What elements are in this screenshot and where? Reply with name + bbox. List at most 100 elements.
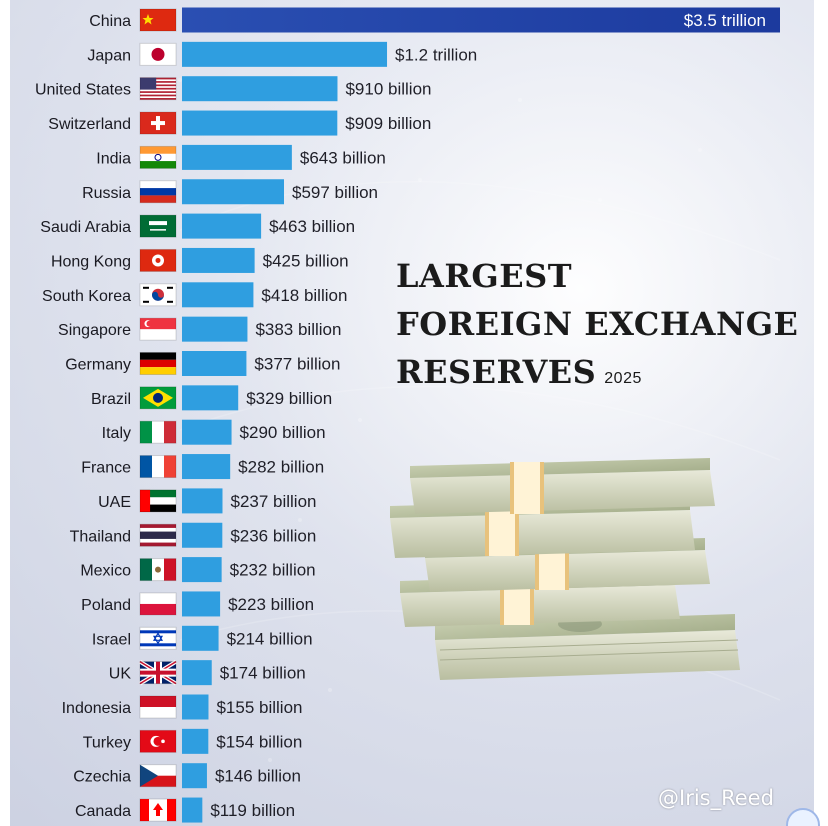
category-label-uk: UK — [109, 666, 132, 683]
germany-flag-icon — [139, 352, 177, 375]
value-label-turkey: $154 billion — [216, 732, 302, 751]
value-label-france: $282 billion — [238, 458, 324, 477]
title-line-1: LARGEST — [396, 257, 573, 295]
bar-switzerland — [182, 110, 338, 136]
china-flag-icon — [139, 8, 177, 32]
chart-row-canada: Canada $119 billion — [75, 797, 295, 823]
chart-row-singapore: Singapore $383 billion — [58, 316, 341, 342]
bar-russia — [182, 179, 285, 205]
right-frame — [814, 0, 828, 826]
chart-row-hong-kong: Hong Kong $425 billion — [51, 247, 349, 273]
value-label-singapore: $383 billion — [255, 320, 341, 339]
chart-row-india: India $643 billion — [96, 144, 386, 170]
canada-flag-icon — [139, 798, 177, 822]
chart-row-brazil: Brazil $329 billion — [91, 385, 332, 411]
value-label-uk: $174 billion — [220, 664, 306, 683]
chart-row-saudi-arabia: Saudi Arabia $463 billion — [40, 213, 355, 239]
switzerland-flag-icon — [139, 111, 177, 135]
bar-germany — [182, 351, 247, 376]
chart-row-mexico: Mexico $232 billion — [80, 557, 316, 583]
bar-china — [182, 7, 780, 33]
bar-hong-kong — [182, 247, 255, 273]
chart-row-thailand: Thailand $236 billion — [70, 522, 316, 548]
category-label-thailand: Thailand — [70, 528, 131, 545]
category-label-czechia: Czechia — [73, 769, 131, 786]
united-states-flag-icon — [139, 77, 177, 101]
chart-row-indonesia: Indonesia $155 billion — [62, 694, 302, 720]
bar-united-states — [182, 76, 338, 102]
value-label-saudi-arabia: $463 billion — [269, 217, 355, 236]
value-label-germany: $377 billion — [254, 355, 340, 374]
category-label-france: France — [81, 460, 131, 477]
japan-flag-icon — [139, 42, 177, 66]
category-label-singapore: Singapore — [58, 322, 131, 339]
category-label-israel: Israel — [92, 631, 131, 648]
uk-flag-icon — [138, 659, 178, 686]
chart-row-switzerland: Switzerland $909 billion — [48, 110, 431, 136]
title-line-2: FOREIGN EXCHANGE — [396, 305, 799, 343]
chart-row-united-states: United States $910 billion — [35, 76, 431, 102]
brazil-flag-icon — [139, 386, 177, 410]
left-frame — [0, 0, 10, 826]
category-label-poland: Poland — [81, 597, 131, 614]
value-label-russia: $597 billion — [292, 183, 378, 202]
chart-title: LARGEST FOREIGN EXCHANGE RESERVES 2025 — [396, 252, 806, 403]
value-label-japan: $1.2 trillion — [395, 45, 477, 64]
bar-japan — [182, 41, 388, 67]
value-label-hong-kong: $425 billion — [263, 251, 349, 270]
watermark: @Iris_Reed — [658, 786, 774, 810]
chart-row-russia: Russia $597 billion — [82, 179, 378, 205]
category-label-italy: Italy — [102, 425, 131, 442]
category-label-germany: Germany — [65, 357, 131, 374]
poland-flag-icon — [139, 592, 177, 616]
bar-poland — [182, 591, 221, 617]
category-label-indonesia: Indonesia — [62, 700, 131, 717]
money-stacks-illustration — [390, 458, 740, 680]
south-korea-flag-icon — [139, 283, 177, 307]
chart-row-italy: Italy $290 billion — [102, 419, 326, 445]
value-label-italy: $290 billion — [240, 423, 326, 442]
chart-row-germany: Germany $377 billion — [65, 351, 340, 376]
category-label-united-states: United States — [35, 82, 131, 99]
israel-flag-icon — [139, 626, 177, 650]
chart-row-south-korea: South Korea $418 billion — [42, 282, 347, 308]
bar-israel — [182, 625, 219, 651]
bar-canada — [182, 797, 203, 823]
value-label-israel: $214 billion — [227, 629, 313, 648]
title-year: 2025 — [604, 370, 642, 387]
value-label-china: $3.5 trillion — [684, 11, 766, 30]
bar-mexico — [182, 557, 222, 583]
singapore-flag-icon — [139, 317, 177, 341]
category-label-uae: UAE — [98, 494, 131, 511]
category-label-saudi-arabia: Saudi Arabia — [40, 219, 131, 236]
chart-row-poland: Poland $223 billion — [81, 591, 314, 617]
bar-indonesia — [182, 694, 209, 720]
bar-singapore — [182, 316, 248, 342]
france-flag-icon — [139, 455, 177, 479]
value-label-brazil: $329 billion — [246, 389, 332, 408]
bar-uae — [182, 488, 223, 514]
bar-south-korea — [182, 282, 254, 308]
chart-row-france: France $282 billion — [81, 454, 324, 480]
bar-brazil — [182, 385, 239, 411]
category-label-hong-kong: Hong Kong — [51, 253, 131, 270]
mexico-flag-icon — [139, 558, 177, 582]
bar-thailand — [182, 522, 223, 548]
value-label-poland: $223 billion — [228, 595, 314, 614]
bar-saudi-arabia — [182, 213, 262, 239]
chart-row-uae: UAE $237 billion — [98, 488, 317, 514]
category-label-china: China — [89, 13, 131, 30]
chart-row-china: China $3.5 trillion — [89, 7, 780, 33]
value-label-united-states: $910 billion — [345, 80, 431, 99]
title-line-3: RESERVES — [396, 353, 597, 391]
bar-uk — [182, 660, 212, 686]
chart-row-israel: Israel $214 billion — [92, 625, 313, 651]
indonesia-flag-icon — [139, 695, 177, 719]
value-label-indonesia: $155 billion — [216, 698, 302, 717]
value-label-mexico: $232 billion — [230, 561, 316, 580]
value-label-canada: $119 billion — [210, 801, 295, 820]
category-label-india: India — [96, 150, 131, 167]
turkey-flag-icon — [139, 729, 177, 753]
